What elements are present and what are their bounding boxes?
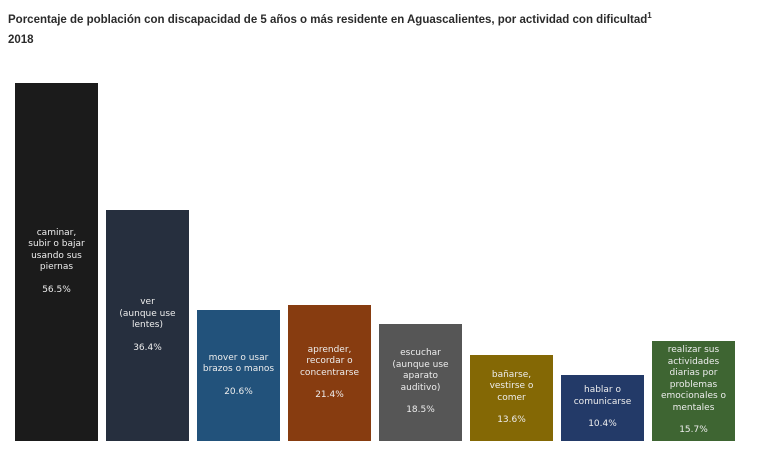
- bar-value-label: 36.4%: [133, 342, 162, 353]
- bar-6: bañarse, vestirse o comer 13.6%: [470, 355, 553, 441]
- bar-3: mover o usar brazos o manos 20.6%: [197, 310, 280, 441]
- bar-category-label: escuchar (aunque use aparato auditivo): [392, 348, 449, 393]
- bar-value-label: 10.4%: [588, 419, 617, 430]
- bar-1: caminar, subir o bajar usando sus pierna…: [15, 83, 98, 441]
- bar-category-label: mover o usar brazos o manos: [202, 352, 275, 375]
- bar-8: realizar sus actividades diarias por pro…: [652, 341, 735, 441]
- chart-title-text: Porcentaje de población con discapacidad…: [8, 13, 648, 26]
- chart-subtitle: 2018: [8, 33, 34, 46]
- chart-title-footnote-marker: 1: [647, 11, 652, 20]
- bar-category-label: caminar, subir o bajar usando sus pierna…: [28, 227, 85, 273]
- bar-2: ver (aunque use lentes) 36.4%: [106, 210, 189, 441]
- bar-value-label: 21.4%: [315, 390, 344, 400]
- bar-category-label: ver (aunque use lentes): [119, 297, 176, 330]
- bar-value-label: 56.5%: [42, 284, 71, 295]
- bar-value-label: 15.7%: [679, 425, 708, 436]
- bar-category-label: bañarse, vestirse o comer: [489, 369, 534, 403]
- chart-title-block: Porcentaje de población con discapacidad…: [8, 6, 772, 50]
- bar-value-label: 18.5%: [406, 405, 435, 416]
- bar-category-label: aprender, recordar o concentrarse: [299, 344, 360, 378]
- bar-value-label: 13.6%: [497, 415, 526, 425]
- bar-4: aprender, recordar o concentrarse 21.4%: [288, 305, 371, 441]
- bar-category-label: realizar sus actividades diarias por pro…: [660, 345, 727, 413]
- bar-value-label: 20.6%: [224, 386, 253, 397]
- bar-category-label: hablar o comunicarse: [573, 385, 632, 407]
- bar-7: hablar o comunicarse 10.4%: [561, 375, 644, 441]
- bar-5: escuchar (aunque use aparato auditivo) 18…: [379, 324, 462, 441]
- chart-title: Porcentaje de población con discapacidad…: [8, 6, 772, 30]
- bar-chart: caminar, subir o bajar usando sus pierna…: [15, 83, 735, 441]
